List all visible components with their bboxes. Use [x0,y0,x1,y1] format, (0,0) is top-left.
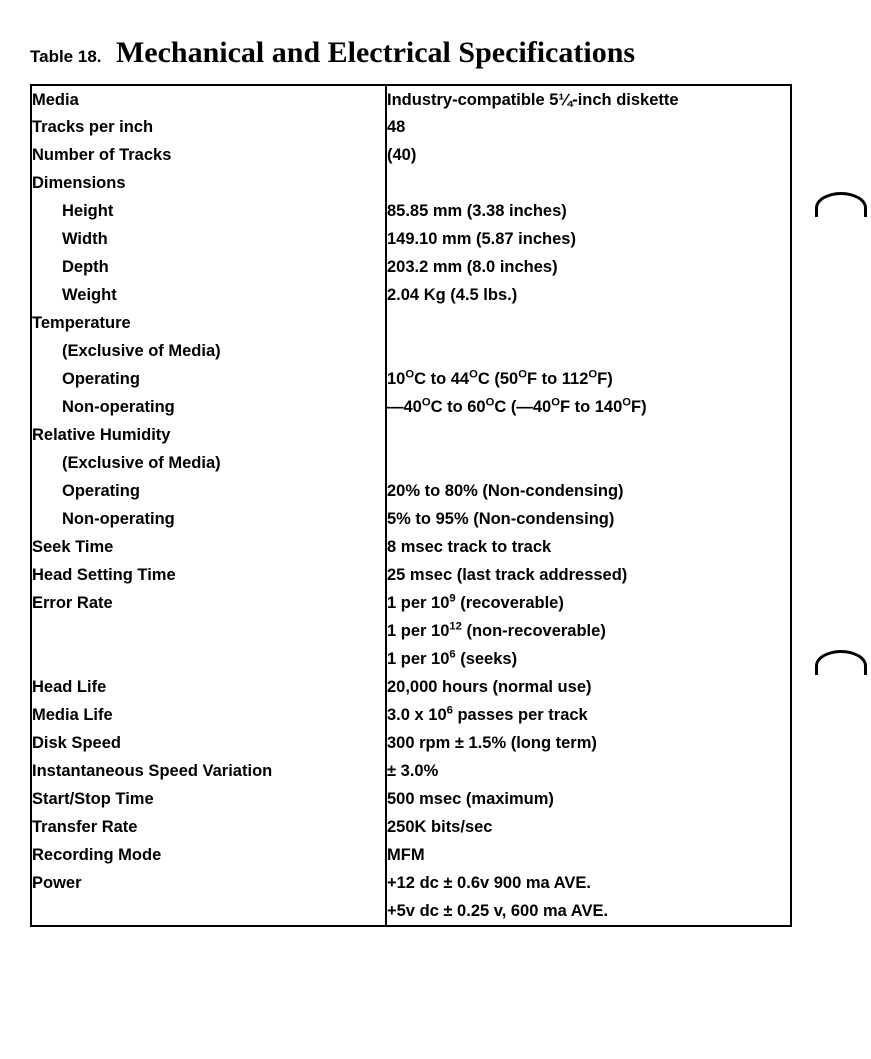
spec-values-column: Industry-compatible 5¼-inch diskette 48 … [386,85,791,926]
value-media: Industry-compatible 5¼-inch diskette [387,86,790,114]
label-head-setting: Head Setting Time [32,561,385,589]
table-heading: Table 18. Mechanical and Electrical Spec… [30,36,841,70]
value-error-3: 1 per 106 (seeks) [387,645,790,673]
label-tpi: Tracks per inch [32,114,385,142]
label-temp-op: Operating [32,366,385,394]
table-title: Mechanical and Electrical Specifications [116,36,635,69]
label-hum-op: Operating [32,478,385,506]
label-media: Media [32,86,385,114]
value-hum-nonop: 5% to 95% (Non-condensing) [387,506,790,534]
label-rel-humidity: Relative Humidity [32,422,385,450]
value-head-setting: 25 msec (last track addressed) [387,561,790,589]
label-media-life: Media Life [32,701,385,729]
value-error-2: 1 per 1012 (non-recoverable) [387,617,790,645]
value-temp-op: 10OC to 44OC (50OF to 112OF) [387,366,790,394]
value-power-2: +5v dc ± 0.25 v, 600 ma AVE. [387,897,790,925]
label-power: Power [32,869,385,897]
value-media-life: 3.0 x 106 passes per track [387,701,790,729]
value-start-stop: 500 msec (maximum) [387,785,790,813]
value-temp-nonop: —40OC to 60OC (—40OF to 140OF) [387,394,790,422]
value-recording: MFM [387,841,790,869]
label-error-rate: Error Rate [32,589,385,617]
label-recording: Recording Mode [32,841,385,869]
spec-table: Media Tracks per inch Number of Tracks D… [30,84,792,927]
label-temp-excl: (Exclusive of Media) [32,338,385,366]
spec-labels-column: Media Tracks per inch Number of Tracks D… [31,85,386,926]
scan-mark-icon [815,192,867,217]
scan-mark-icon [815,650,867,675]
value-weight: 2.04 Kg (4.5 lbs.) [387,282,790,310]
label-hum-nonop: Non-operating [32,506,385,534]
label-inst-speed: Instantaneous Speed Variation [32,757,385,785]
label-head-life: Head Life [32,673,385,701]
value-error-1: 1 per 109 (recoverable) [387,589,790,617]
value-disk-speed: 300 rpm ± 1.5% (long term) [387,729,790,757]
value-tpi: 48 [387,114,790,142]
label-temp-nonop: Non-operating [32,394,385,422]
label-temperature: Temperature [32,310,385,338]
table-number: Table 18. [30,47,102,66]
page: Table 18. Mechanical and Electrical Spec… [0,0,871,1059]
value-inst-speed: ± 3.0% [387,757,790,785]
label-numtracks: Number of Tracks [32,142,385,170]
value-height: 85.85 mm (3.38 inches) [387,198,790,226]
value-head-life: 20,000 hours (normal use) [387,673,790,701]
value-depth: 203.2 mm (8.0 inches) [387,254,790,282]
label-seek-time: Seek Time [32,534,385,562]
label-dimensions: Dimensions [32,170,385,198]
value-width: 149.10 mm (5.87 inches) [387,226,790,254]
value-seek-time: 8 msec track to track [387,534,790,562]
label-height: Height [32,198,385,226]
label-hum-excl: (Exclusive of Media) [32,450,385,478]
label-width: Width [32,226,385,254]
label-weight: Weight [32,282,385,310]
label-disk-speed: Disk Speed [32,729,385,757]
value-power-1: +12 dc ± 0.6v 900 ma AVE. [387,869,790,897]
value-transfer: 250K bits/sec [387,813,790,841]
label-depth: Depth [32,254,385,282]
label-start-stop: Start/Stop Time [32,785,385,813]
label-transfer: Transfer Rate [32,813,385,841]
value-numtracks: (40) [387,142,790,170]
value-hum-op: 20% to 80% (Non-condensing) [387,478,790,506]
